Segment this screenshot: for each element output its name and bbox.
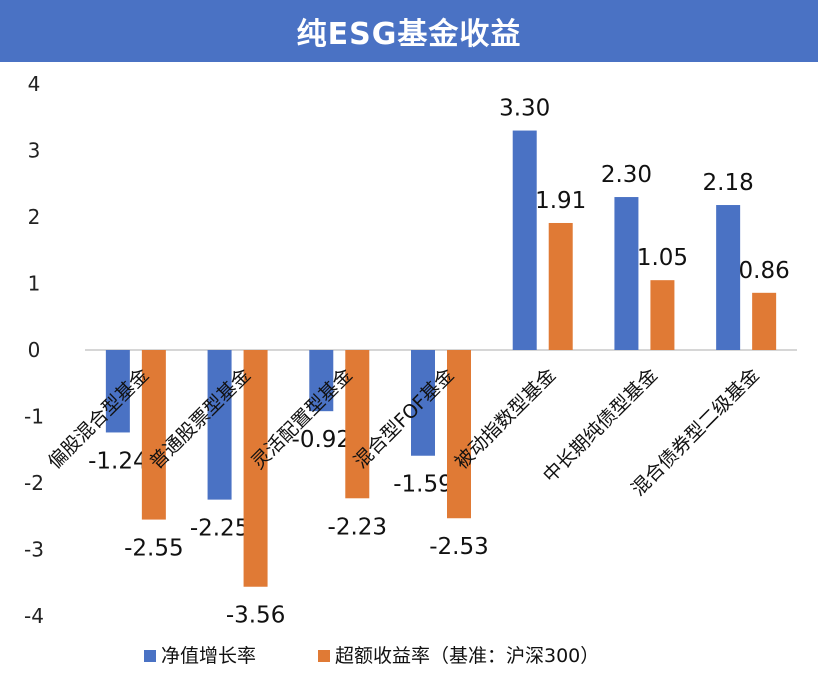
bar-excess-return-4: [548, 222, 573, 350]
legend-label-excess-return: 超额收益率（基准：沪深300）: [335, 645, 599, 667]
chart-title-bar: 纯ESG基金收益: [0, 0, 818, 62]
y-tick-label: 3: [28, 139, 41, 163]
legend-swatch-nav-growth: [144, 650, 156, 662]
y-tick-label: 0: [28, 338, 41, 362]
y-tick-label: -3: [24, 538, 44, 562]
bar-nav-growth-0: [105, 350, 130, 433]
bar-nav-growth-3: [411, 350, 435, 456]
y-tick-label: 1: [28, 272, 41, 296]
bar-excess-return-5: [650, 280, 675, 350]
data-label: 3.30: [499, 96, 550, 122]
bar-excess-return-2: [345, 350, 370, 499]
legend-label-nav-growth: 净值增长率: [161, 645, 256, 667]
data-label: -1.24: [88, 448, 148, 474]
bar-excess-return-0: [141, 350, 166, 520]
data-label: -0.92: [292, 427, 352, 453]
y-tick-label: -2: [24, 471, 44, 495]
bar-excess-return-6: [752, 292, 777, 350]
data-label: 2.30: [601, 162, 652, 188]
data-label: 1.91: [535, 188, 586, 214]
bar-nav-growth-1: [207, 350, 232, 500]
y-tick-label: 2: [28, 205, 41, 229]
data-label: -2.53: [429, 534, 489, 560]
data-label: 0.86: [739, 258, 790, 284]
data-label: -2.55: [124, 536, 184, 562]
data-label: 1.05: [637, 245, 688, 271]
y-tick-label: -1: [24, 405, 44, 429]
chart-title: 纯ESG基金收益: [296, 17, 522, 52]
data-label: -1.59: [393, 472, 453, 498]
bar-excess-return-1: [243, 350, 268, 587]
legend-swatch-excess-return: [318, 650, 330, 662]
bar-nav-growth-6: [716, 205, 741, 350]
data-label: -2.25: [190, 516, 250, 542]
data-label: -3.56: [226, 603, 286, 629]
bar-nav-growth-2: [309, 350, 334, 412]
data-label: 2.18: [703, 170, 754, 196]
y-tick-label: -4: [24, 604, 44, 628]
bar-excess-return-3: [447, 350, 471, 519]
bar-nav-growth-4: [512, 130, 537, 350]
y-tick-label: 4: [28, 72, 41, 96]
bar-nav-growth-5: [614, 197, 639, 350]
data-label: -2.23: [328, 514, 388, 540]
